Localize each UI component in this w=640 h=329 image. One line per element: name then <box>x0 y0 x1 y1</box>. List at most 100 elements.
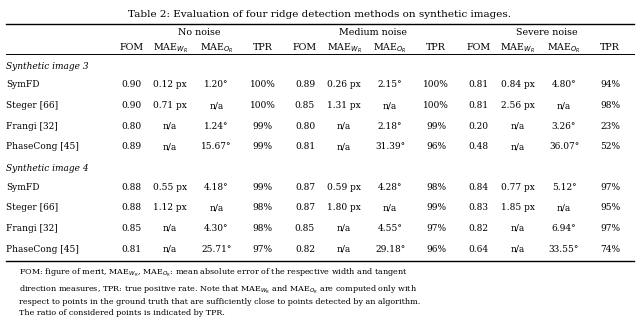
Text: 5.12°: 5.12° <box>552 183 577 192</box>
Text: n/a: n/a <box>557 203 571 212</box>
Text: Steger [66]: Steger [66] <box>6 203 58 212</box>
Text: n/a: n/a <box>383 101 397 110</box>
Text: n/a: n/a <box>337 122 351 131</box>
Text: 0.82: 0.82 <box>469 224 489 233</box>
Text: 36.07°: 36.07° <box>549 142 579 151</box>
Text: 0.26 px: 0.26 px <box>327 80 361 89</box>
Text: 23%: 23% <box>600 122 620 131</box>
Text: 0.89: 0.89 <box>295 80 315 89</box>
Text: 29.18°: 29.18° <box>375 245 405 254</box>
Text: 0.89: 0.89 <box>121 142 141 151</box>
Text: 15.67°: 15.67° <box>201 142 232 151</box>
Text: 100%: 100% <box>250 101 275 110</box>
Text: 99%: 99% <box>426 122 446 131</box>
Text: 99%: 99% <box>252 142 273 151</box>
Text: n/a: n/a <box>337 224 351 233</box>
Text: 1.20°: 1.20° <box>204 80 228 89</box>
Text: MAE$_{O_R}$: MAE$_{O_R}$ <box>373 41 407 55</box>
Text: MAE$_{O_R}$: MAE$_{O_R}$ <box>200 41 233 55</box>
Text: FOM: FOM <box>293 43 317 52</box>
Text: 6.94°: 6.94° <box>552 224 577 233</box>
Text: TPR: TPR <box>426 43 446 52</box>
Text: PhaseCong [45]: PhaseCong [45] <box>6 142 79 151</box>
Text: 94%: 94% <box>600 80 620 89</box>
Text: 0.85: 0.85 <box>295 101 315 110</box>
Text: 4.55°: 4.55° <box>378 224 403 233</box>
Text: 0.87: 0.87 <box>295 203 315 212</box>
Text: 0.81: 0.81 <box>468 80 489 89</box>
Text: 3.26°: 3.26° <box>552 122 576 131</box>
Text: 0.12 px: 0.12 px <box>154 80 187 89</box>
Text: 1.80 px: 1.80 px <box>327 203 361 212</box>
Text: 0.90: 0.90 <box>121 80 141 89</box>
Text: n/a: n/a <box>557 101 571 110</box>
Text: 97%: 97% <box>252 245 273 254</box>
Text: 4.80°: 4.80° <box>552 80 577 89</box>
Text: 0.81: 0.81 <box>295 142 315 151</box>
Text: 4.28°: 4.28° <box>378 183 403 192</box>
Text: n/a: n/a <box>511 224 525 233</box>
Text: Medium noise: Medium noise <box>339 28 407 38</box>
Text: 1.24°: 1.24° <box>204 122 228 131</box>
Text: TPR: TPR <box>252 43 273 52</box>
Text: Steger [66]: Steger [66] <box>6 101 58 110</box>
Text: 1.31 px: 1.31 px <box>327 101 361 110</box>
Text: 0.88: 0.88 <box>121 183 141 192</box>
Text: 33.55°: 33.55° <box>549 245 579 254</box>
Text: SymFD: SymFD <box>6 80 40 89</box>
Text: 99%: 99% <box>252 183 273 192</box>
Text: 52%: 52% <box>600 142 620 151</box>
Text: 96%: 96% <box>426 142 446 151</box>
Text: 0.88: 0.88 <box>121 203 141 212</box>
Text: n/a: n/a <box>163 142 177 151</box>
Text: 100%: 100% <box>423 101 449 110</box>
Text: 4.30°: 4.30° <box>204 224 228 233</box>
Text: 2.18°: 2.18° <box>378 122 403 131</box>
Text: 0.59 px: 0.59 px <box>327 183 361 192</box>
Text: 0.55 px: 0.55 px <box>153 183 188 192</box>
Text: n/a: n/a <box>209 203 223 212</box>
Text: FOM: FOM <box>467 43 491 52</box>
Text: n/a: n/a <box>163 224 177 233</box>
Text: n/a: n/a <box>163 122 177 131</box>
Text: 31.39°: 31.39° <box>375 142 405 151</box>
Text: 74%: 74% <box>600 245 620 254</box>
Text: 4.18°: 4.18° <box>204 183 228 192</box>
Text: 0.81: 0.81 <box>468 101 489 110</box>
Text: n/a: n/a <box>511 142 525 151</box>
Text: FOM: figure of merit, MAE$_{W_R}$, MAE$_{O_R}$: mean absolute error of the respe: FOM: figure of merit, MAE$_{W_R}$, MAE$_… <box>19 267 420 317</box>
Text: 1.85 px: 1.85 px <box>501 203 535 212</box>
Text: 97%: 97% <box>600 183 620 192</box>
Text: 0.87: 0.87 <box>295 183 315 192</box>
Text: TPR: TPR <box>600 43 620 52</box>
Text: 0.64: 0.64 <box>468 245 489 254</box>
Text: 0.85: 0.85 <box>121 224 141 233</box>
Text: 98%: 98% <box>426 183 446 192</box>
Text: 0.71 px: 0.71 px <box>154 101 187 110</box>
Text: SymFD: SymFD <box>6 183 40 192</box>
Text: 2.15°: 2.15° <box>378 80 403 89</box>
Text: 0.48: 0.48 <box>468 142 489 151</box>
Text: Table 2: Evaluation of four ridge detection methods on synthetic images.: Table 2: Evaluation of four ridge detect… <box>129 10 511 19</box>
Text: MAE$_{W_R}$: MAE$_{W_R}$ <box>153 41 188 55</box>
Text: 97%: 97% <box>600 224 620 233</box>
Text: 100%: 100% <box>250 80 275 89</box>
Text: 0.20: 0.20 <box>469 122 489 131</box>
Text: n/a: n/a <box>383 203 397 212</box>
Text: n/a: n/a <box>511 245 525 254</box>
Text: 0.90: 0.90 <box>121 101 141 110</box>
Text: n/a: n/a <box>337 245 351 254</box>
Text: MAE$_{O_R}$: MAE$_{O_R}$ <box>547 41 581 55</box>
Text: n/a: n/a <box>511 122 525 131</box>
Text: 100%: 100% <box>423 80 449 89</box>
Text: 0.85: 0.85 <box>295 224 315 233</box>
Text: 0.80: 0.80 <box>295 122 315 131</box>
Text: 99%: 99% <box>252 122 273 131</box>
Text: 0.84 px: 0.84 px <box>501 80 535 89</box>
Text: MAE$_{W_R}$: MAE$_{W_R}$ <box>326 41 362 55</box>
Text: Frangi [32]: Frangi [32] <box>6 224 58 233</box>
Text: FOM: FOM <box>119 43 143 52</box>
Text: 97%: 97% <box>426 224 446 233</box>
Text: 98%: 98% <box>252 224 273 233</box>
Text: 98%: 98% <box>252 203 273 212</box>
